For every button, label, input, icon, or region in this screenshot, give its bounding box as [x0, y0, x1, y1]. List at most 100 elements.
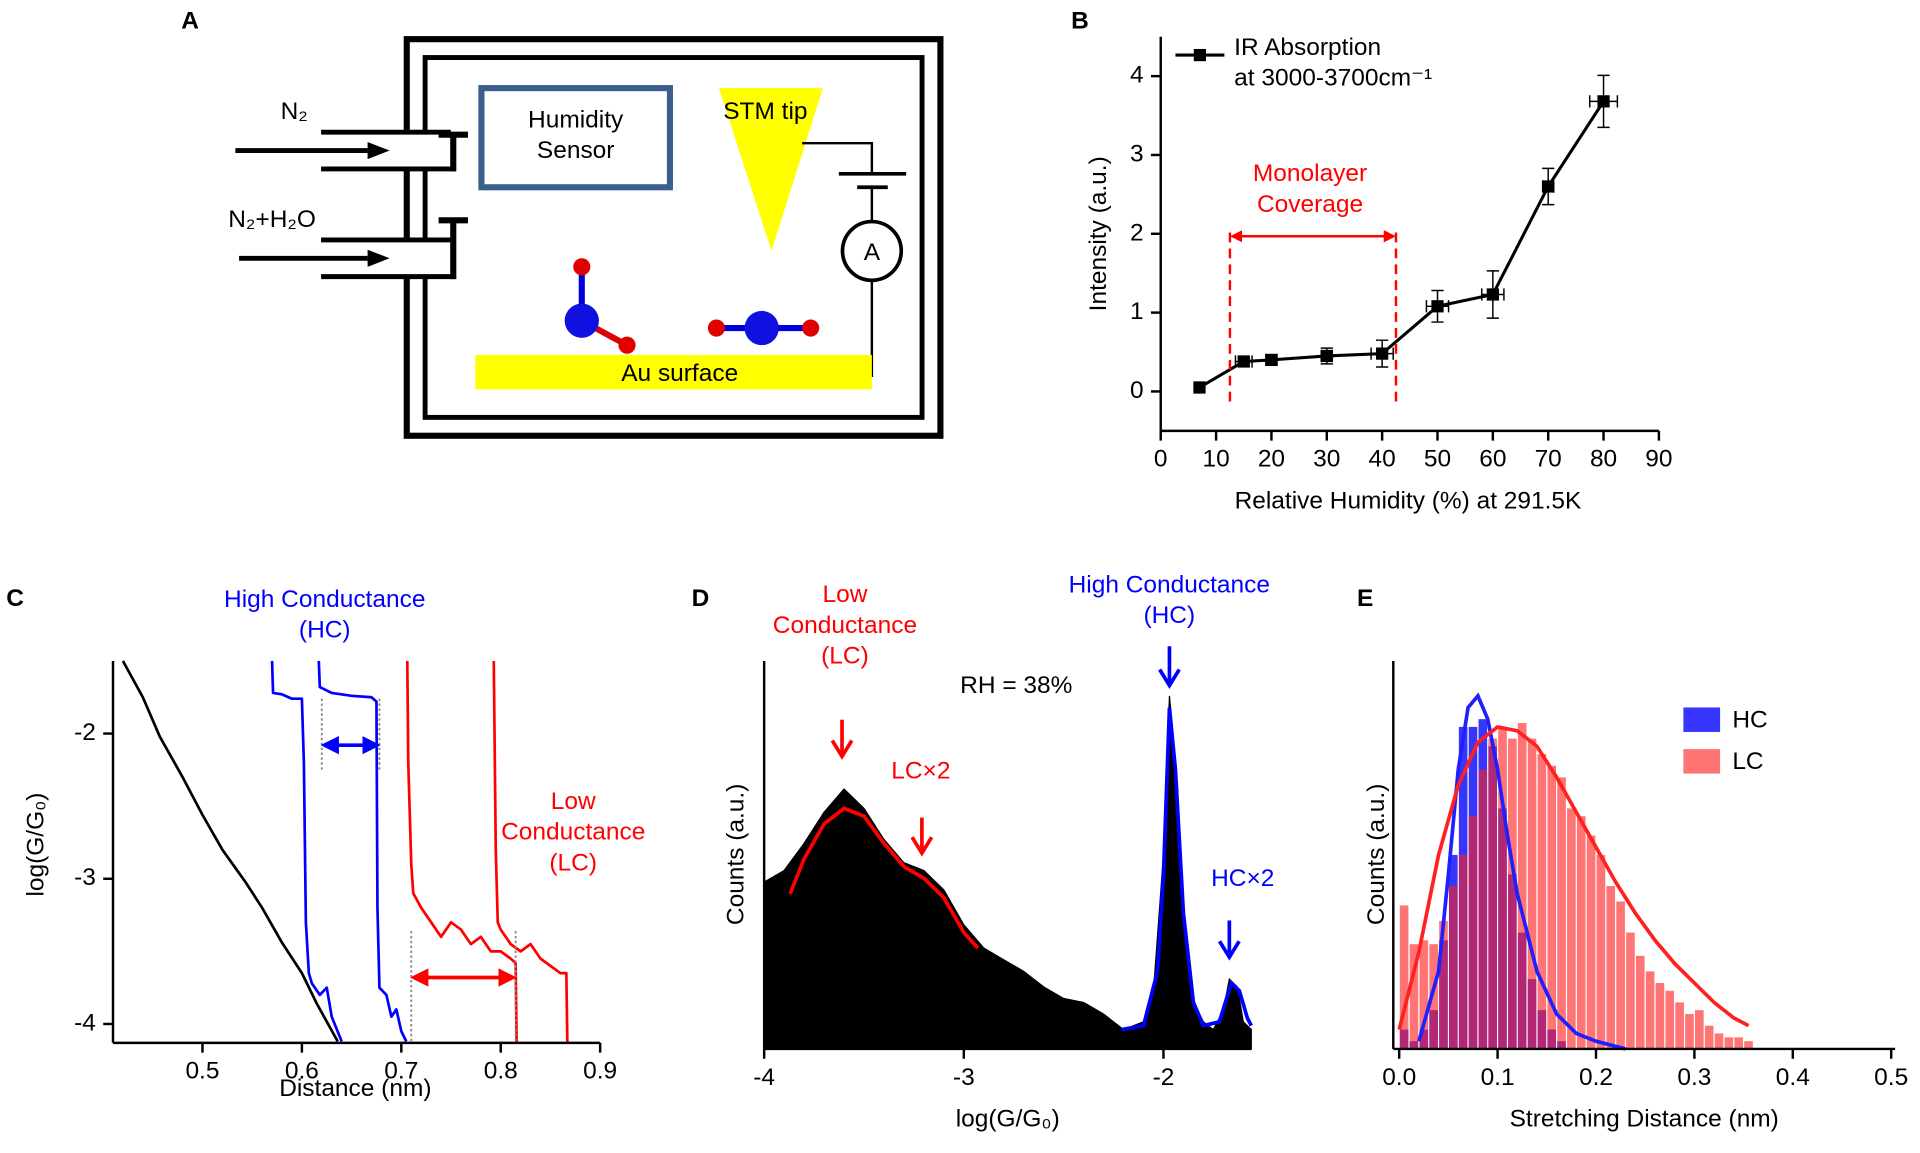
panel-letter: A	[181, 8, 199, 35]
panel-letter: C	[6, 585, 24, 612]
marker	[1237, 355, 1250, 368]
inlet-1: N₂	[235, 98, 468, 172]
x-tick-label: 0.4	[1776, 1064, 1810, 1091]
fit-line	[788, 806, 980, 950]
histogram-bar	[1606, 885, 1616, 1049]
x-tick-label: 20	[1258, 446, 1285, 473]
histogram-bar	[1724, 1037, 1734, 1049]
annotation-box: Low Conductance (LC)	[501, 788, 645, 876]
marker	[1193, 381, 1206, 394]
histogram-bar	[1596, 854, 1606, 1049]
annotation: LC×2	[891, 757, 951, 785]
y-tick-label: 0	[1130, 377, 1144, 404]
atom	[802, 319, 820, 337]
annotation: Monolayer Coverage	[1252, 160, 1368, 218]
series-line	[121, 660, 339, 1043]
histogram-bar	[1399, 905, 1409, 1049]
x-tick-label: 70	[1535, 446, 1562, 473]
marker	[1486, 288, 1499, 301]
x-tick-label: 0.1	[1481, 1064, 1515, 1091]
annotation-box: HC×2	[1211, 865, 1275, 893]
series-line	[492, 660, 569, 1043]
y-tick-label: 2	[1130, 219, 1144, 246]
histogram-bar	[1409, 944, 1419, 1049]
au-surface	[475, 354, 872, 390]
annotation-box: High Conductance (HC)	[224, 586, 425, 644]
annotation: Low Conductance (LC)	[772, 581, 918, 670]
series-line	[405, 660, 518, 1043]
histogram-bar	[1557, 777, 1566, 1049]
panel-letter: D	[692, 585, 710, 612]
stm-tip	[718, 88, 823, 251]
annotation-box: Monolayer Coverage	[1252, 160, 1368, 218]
histogram-bar	[1655, 982, 1665, 1049]
fit-line	[1397, 724, 1750, 1031]
atom	[707, 319, 725, 337]
histogram-bar	[1488, 738, 1497, 1049]
marker	[1376, 347, 1389, 360]
x-tick-label: 0.0	[1382, 1064, 1416, 1091]
atom	[573, 258, 591, 276]
legend-swatch	[1683, 749, 1721, 774]
series-line	[270, 660, 343, 1042]
inlet-label: N₂	[281, 98, 308, 125]
legend-label: IR Absorption at 3000-3700cm⁻¹	[1234, 34, 1433, 92]
histogram-bar	[1429, 944, 1438, 1049]
flow-arrow	[367, 249, 390, 267]
annotation: RH = 38%	[960, 671, 1073, 699]
histogram-bar	[1576, 816, 1586, 1049]
sensor-label: Humidity Sensor	[528, 106, 624, 165]
histogram-bar	[1517, 723, 1527, 1049]
y-tick-label: 4	[1130, 62, 1144, 89]
x-tick-label: -4	[753, 1064, 775, 1091]
y-axis-label: Counts (a.u.)	[1363, 784, 1390, 925]
histogram-bar	[1635, 955, 1645, 1049]
histogram-bar	[1439, 920, 1448, 1049]
annotation-arrow-head	[1158, 668, 1181, 689]
annotation: HC×2	[1211, 865, 1275, 893]
x-axis-label: Relative Humidity (%) at 291.5K	[1235, 487, 1582, 514]
ammeter-label: A	[864, 239, 881, 266]
annotation-arrow-head	[1217, 940, 1241, 961]
histogram-bar	[1586, 835, 1596, 1049]
histogram-bar	[1695, 1010, 1704, 1049]
tip-label: STM tip	[723, 98, 807, 125]
humidity-sensor	[478, 85, 673, 191]
wire	[802, 141, 874, 174]
marker	[1320, 349, 1333, 363]
histogram-bar	[1527, 738, 1537, 1049]
annotation-box: RH = 38%	[960, 671, 1073, 699]
histogram-bar	[1616, 901, 1625, 1049]
y-tick-label: -3	[74, 864, 96, 891]
x-tick-label: 60	[1479, 446, 1506, 473]
histogram-bar	[1704, 1025, 1714, 1049]
legend-label: LC	[1732, 748, 1763, 775]
panel-a: A N₂ N₂+H₂O Humidity Sensor ST	[181, 8, 944, 439]
histogram-bar	[1547, 765, 1557, 1049]
y-axis-label: log(G/G₀)	[23, 793, 50, 897]
y-tick-label: -2	[74, 719, 96, 746]
histogram-bar	[1734, 1037, 1743, 1049]
series-line	[317, 660, 408, 1042]
annotation-arrow-head	[830, 739, 854, 760]
x-tick-label: 0.3	[1677, 1064, 1711, 1091]
histogram-bar	[1449, 885, 1458, 1049]
annotation-arrow-head	[910, 836, 934, 857]
marker	[1542, 180, 1555, 193]
x-tick-label: 0.7	[384, 1058, 418, 1085]
marker	[1265, 353, 1278, 367]
x-tick-label: 0	[1154, 446, 1168, 473]
atom	[564, 303, 599, 338]
histogram-bar	[1645, 971, 1655, 1049]
x-tick-label: 10	[1202, 446, 1229, 473]
histogram-bar	[1744, 1041, 1753, 1049]
histogram-bar	[1468, 816, 1478, 1049]
histogram-bar	[1478, 769, 1488, 1049]
legend-swatch	[1683, 707, 1721, 732]
fit-line	[1417, 692, 1626, 1051]
histogram-bar	[1567, 808, 1576, 1049]
x-tick-label: 0.2	[1579, 1064, 1613, 1091]
atom	[618, 336, 636, 354]
histogram-bar	[1498, 726, 1507, 1049]
